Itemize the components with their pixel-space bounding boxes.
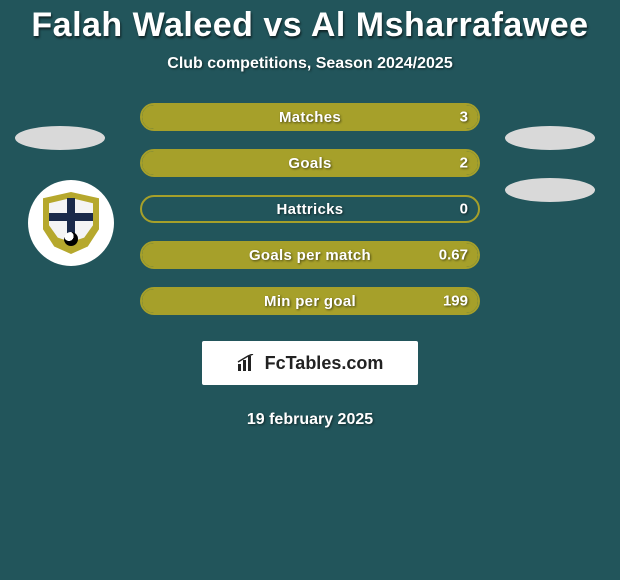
shield-icon (43, 192, 99, 254)
stat-label: Goals per match (249, 247, 371, 264)
stat-value-right: 0 (460, 201, 468, 218)
stat-value-right: 199 (443, 293, 468, 310)
stat-label: Matches (279, 109, 341, 126)
stat-label: Goals (288, 155, 331, 172)
stat-bar: Min per goal 199 (140, 287, 480, 315)
stat-bar: Goals per match 0.67 (140, 241, 480, 269)
stat-row: Goals 2 (0, 149, 620, 177)
placeholder-oval (505, 178, 595, 202)
stat-bar: Goals 2 (140, 149, 480, 177)
club-crest-left (28, 180, 114, 266)
branding-badge: FcTables.com (202, 341, 418, 385)
page-title: Falah Waleed vs Al Msharrafawee (0, 6, 620, 45)
date-text: 19 february 2025 (0, 411, 620, 429)
stat-bar: Matches 3 (140, 103, 480, 131)
bar-chart-icon (237, 354, 259, 372)
stat-value-right: 2 (460, 155, 468, 172)
stat-value-right: 0.67 (439, 247, 468, 264)
stat-label: Min per goal (264, 293, 356, 310)
placeholder-oval (15, 126, 105, 150)
stat-row: Min per goal 199 (0, 287, 620, 315)
stat-bar: Hattricks 0 (140, 195, 480, 223)
comparison-card: Falah Waleed vs Al Msharrafawee Club com… (0, 0, 620, 580)
stat-value-right: 3 (460, 109, 468, 126)
branding-text: FcTables.com (265, 353, 384, 374)
stat-label: Hattricks (277, 201, 344, 218)
placeholder-oval (505, 126, 595, 150)
subtitle: Club competitions, Season 2024/2025 (0, 55, 620, 73)
